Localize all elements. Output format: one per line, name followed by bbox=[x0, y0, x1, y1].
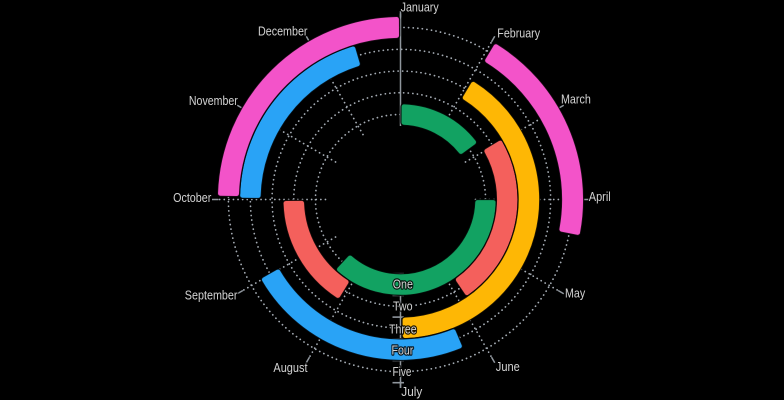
svg-text:June: June bbox=[496, 360, 520, 374]
svg-text:April: April bbox=[589, 190, 611, 204]
svg-text:One: One bbox=[393, 278, 413, 292]
svg-text:Four: Four bbox=[391, 343, 413, 357]
svg-text:Five: Five bbox=[393, 365, 412, 379]
svg-text:September: September bbox=[185, 289, 238, 303]
svg-text:July: July bbox=[401, 385, 423, 399]
svg-text:August: August bbox=[273, 361, 308, 375]
svg-text:February: February bbox=[497, 26, 540, 40]
svg-text:May: May bbox=[565, 287, 586, 301]
svg-text:March: March bbox=[561, 93, 591, 107]
svg-text:December: December bbox=[258, 25, 308, 39]
svg-text:October: October bbox=[173, 191, 211, 205]
svg-text:Two: Two bbox=[393, 300, 413, 314]
svg-text:November: November bbox=[189, 94, 238, 108]
svg-text:January: January bbox=[401, 1, 440, 15]
svg-text:Three: Three bbox=[389, 322, 417, 336]
